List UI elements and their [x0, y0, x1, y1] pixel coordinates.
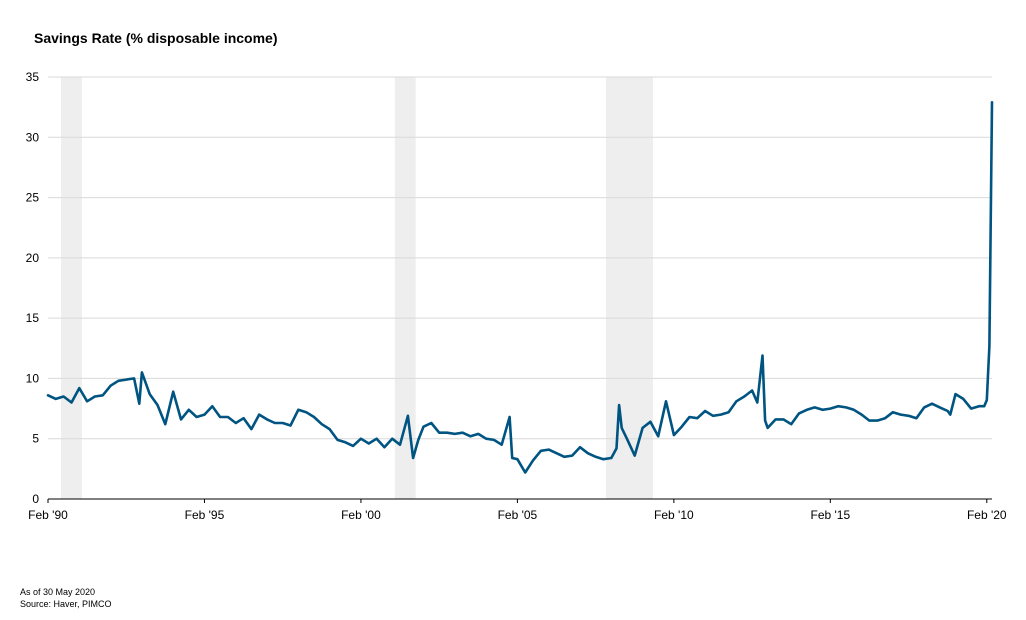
- y-tick-label-15: 15: [26, 311, 40, 325]
- y-tick-label-10: 10: [26, 371, 40, 385]
- recession-bands: [61, 77, 653, 499]
- y-tick-label-25: 25: [26, 191, 40, 205]
- y-axis-ticks: 0 5 10 15 20 25 30 35: [26, 70, 40, 506]
- x-tick-label-3: Feb '05: [498, 508, 538, 522]
- recession-band-1: [394, 77, 416, 499]
- x-tick-label-0: Feb '90: [28, 508, 68, 522]
- x-tick-label-4: Feb '10: [654, 508, 694, 522]
- y-tick-label-0: 0: [32, 492, 39, 506]
- x-tick-label-6: Feb '20: [967, 508, 1007, 522]
- series-layer: [46, 101, 994, 474]
- x-tick-label-2: Feb '00: [341, 508, 381, 522]
- y-tick-label-5: 5: [32, 432, 39, 446]
- x-tick-label-1: Feb '95: [185, 508, 225, 522]
- recession-band-0: [61, 77, 82, 499]
- source-note: Source: Haver, PIMCO: [20, 599, 112, 609]
- x-tick-label-5: Feb '15: [810, 508, 850, 522]
- savings-rate-line-0: [46, 101, 994, 474]
- recession-band-2: [606, 77, 653, 499]
- x-axis-ticks: Feb '90 Feb '95 Feb '00 Feb '05 Feb '10 Feb '…: [28, 499, 1007, 522]
- y-tick-label-30: 30: [26, 130, 40, 144]
- y-tick-label-35: 35: [26, 70, 40, 84]
- y-tick-label-20: 20: [26, 251, 40, 265]
- as-of-date-note: As of 30 May 2020: [20, 587, 96, 597]
- chart-title: Savings Rate (% disposable income): [34, 30, 278, 46]
- y-gridlines: [48, 76, 992, 500]
